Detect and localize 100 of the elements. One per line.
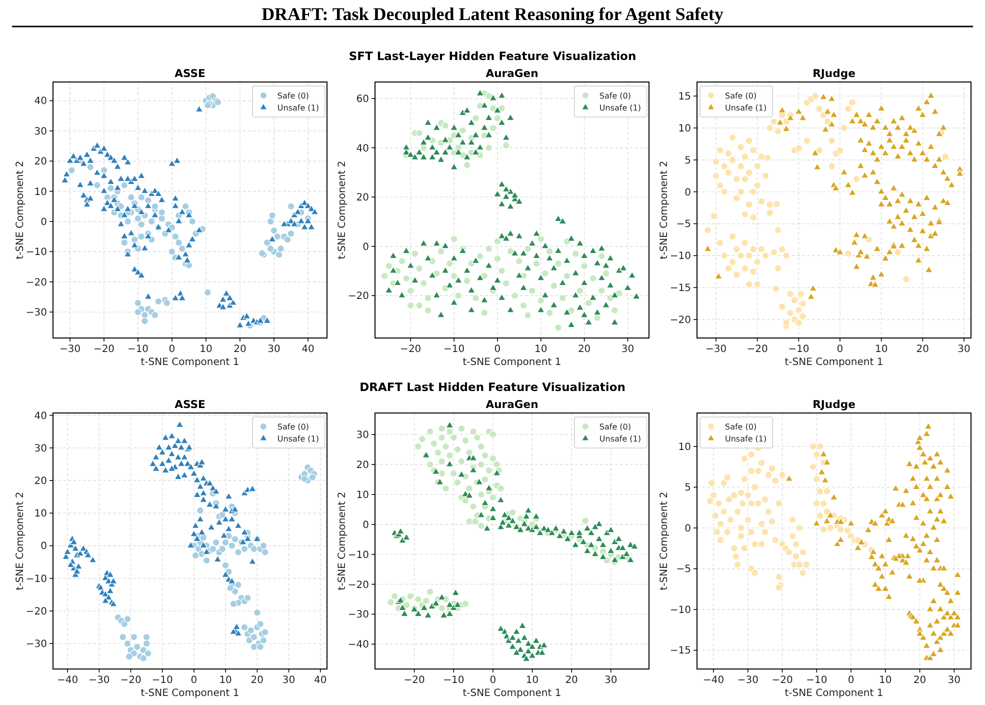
legend-label: Unsafe (1): [599, 434, 641, 444]
legend-label: Safe (0): [599, 91, 631, 100]
text: DRAFT: Task Decoupled Latent Reasoning for Agent Safety: [262, 4, 724, 24]
chart-title: ASSE: [174, 398, 206, 411]
y-tick-label: 0: [362, 242, 369, 253]
y-tick-label: 30: [34, 443, 47, 454]
y-tick-label: 0: [362, 520, 369, 531]
x-tick-label: 20: [578, 344, 591, 355]
x-tick-label: 30: [948, 675, 961, 686]
y-tick-label: 30: [356, 430, 369, 442]
x-tick-label: −30: [737, 675, 758, 686]
x-tick-label: −20: [404, 675, 425, 686]
y-tick-label: 10: [356, 490, 369, 501]
x-tick-label: 10: [534, 344, 548, 355]
x-tick-label: −10: [806, 675, 828, 686]
y-tick-label: 10: [678, 123, 691, 134]
x-tick-label: −20: [400, 344, 422, 355]
x-axis-title: t-SNE Component 1: [784, 688, 884, 699]
x-tick-label: −40: [702, 675, 724, 686]
x-tick-label: 20: [234, 344, 246, 355]
y-tick-label: −5: [676, 219, 691, 230]
x-tick-label: 30: [621, 344, 634, 355]
y-tick-label: −30: [26, 308, 47, 319]
x-tick-label: 40: [314, 675, 327, 686]
x-tick-label: 0: [168, 344, 176, 355]
y-tick-label: −10: [670, 251, 691, 262]
chart-title: AuraGen: [486, 67, 538, 80]
y-tick-label: 20: [356, 192, 369, 204]
chart-title: ASSE: [174, 67, 206, 80]
y-tick-label: 15: [678, 92, 691, 103]
x-axis-title: t-SNE Component 1: [462, 357, 562, 368]
x-tick-label: 10: [879, 675, 892, 686]
x-tick-label: −30: [88, 675, 110, 686]
y-tick-label: −10: [26, 247, 47, 258]
y-tick-label: −30: [26, 639, 47, 650]
x-tick-label: 0: [494, 344, 501, 355]
y-tick-label: −20: [348, 291, 369, 302]
legend-label: Unsafe (1): [599, 103, 641, 112]
x-tick-label: 0: [190, 675, 198, 686]
x-tick-label: −10: [152, 675, 173, 686]
y-tick-label: −20: [26, 606, 47, 618]
x-tick-label: 0: [836, 344, 844, 355]
y-axis-title: t-SNE Component 2: [15, 492, 26, 590]
x-tick-label: −10: [443, 675, 464, 686]
x-tick-label: −10: [127, 344, 149, 355]
y-tick-label: 10: [34, 508, 47, 520]
x-tick-label: −20: [120, 675, 142, 686]
legend-label: Safe (0): [599, 422, 631, 432]
y-tick-label: 20: [356, 460, 369, 471]
y-axis-title: t-SNE Component 2: [659, 492, 670, 590]
y-tick-label: 0: [684, 187, 691, 198]
legend-label: Safe (0): [725, 91, 757, 100]
y-tick-label: −10: [348, 550, 369, 561]
x-tick-label: 20: [565, 675, 578, 686]
y-tick-label: 0: [40, 541, 47, 552]
x-tick-label: 20: [250, 675, 264, 686]
y-tick-label: 40: [34, 96, 47, 108]
y-tick-label: 60: [356, 94, 369, 106]
x-tick-label: 10: [219, 675, 232, 686]
x-axis-title: t-SNE Component 1: [784, 357, 884, 368]
y-tick-label: 20: [34, 476, 47, 488]
x-axis-title: t-SNE Component 1: [140, 357, 240, 368]
x-tick-label: 30: [282, 675, 296, 686]
legend-label: Safe (0): [277, 91, 309, 100]
chart-title: AuraGen: [486, 398, 538, 411]
x-tick-label: −10: [443, 344, 465, 355]
x-tick-label: 20: [916, 344, 930, 355]
legend-label: Unsafe (1): [725, 103, 767, 112]
x-tick-label: −20: [93, 344, 115, 355]
y-tick-label: −30: [348, 610, 369, 621]
y-tick-label: 40: [34, 410, 47, 422]
x-tick-label: −20: [746, 344, 768, 355]
x-tick-label: −10: [788, 344, 810, 355]
legend-label: Safe (0): [725, 422, 757, 432]
legend-label: Safe (0): [277, 422, 309, 432]
legend-label: Unsafe (1): [277, 434, 319, 444]
x-tick-label: 10: [874, 344, 888, 355]
y-tick-label: 0: [40, 216, 47, 228]
y-tick-label: −15: [670, 646, 691, 657]
legend-label: Unsafe (1): [725, 434, 767, 444]
y-tick-label: −40: [348, 640, 369, 651]
x-tick-label: 0: [848, 675, 854, 686]
y-tick-label: 20: [34, 156, 47, 168]
x-tick-label: −40: [56, 675, 78, 686]
y-axis-title: t-SNE Component 2: [337, 492, 348, 590]
y-tick-label: −5: [676, 564, 691, 576]
y-axis-title: t-SNE Component 2: [337, 160, 348, 260]
x-tick-label: 10: [200, 344, 212, 355]
text: SFT Last-Layer Hidden Feature Visualization: [348, 49, 636, 63]
y-tick-label: 10: [34, 186, 47, 198]
x-tick-label: 20: [913, 675, 926, 686]
y-tick-label: 5: [684, 482, 691, 494]
y-axis-title: t-SNE Component 2: [15, 160, 26, 260]
y-tick-label: 40: [356, 143, 369, 154]
y-tick-label: −20: [26, 277, 47, 288]
chart-title: RJudge: [812, 67, 856, 80]
text: DRAFT Last Hidden Feature Visualization: [360, 380, 626, 394]
x-tick-label: 10: [526, 675, 539, 686]
x-tick-label: −20: [772, 675, 793, 686]
y-tick-label: −20: [670, 314, 691, 326]
